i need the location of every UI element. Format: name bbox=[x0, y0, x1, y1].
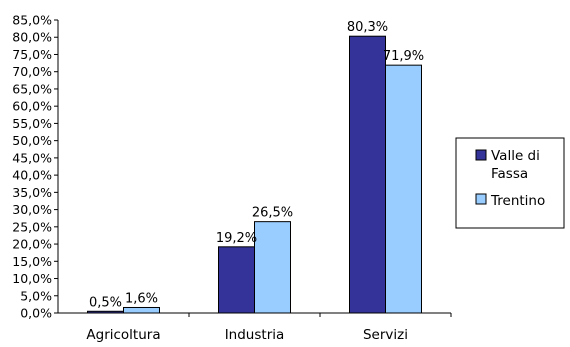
legend-label-trentino: Trentino bbox=[490, 193, 545, 209]
x-tick-label: Industria bbox=[225, 327, 285, 343]
legend-label-valle-line2: Fassa bbox=[491, 166, 528, 182]
bar bbox=[385, 64, 422, 314]
y-tick-label: 80,0% bbox=[12, 30, 52, 45]
y-tick-label: 15,0% bbox=[12, 254, 52, 269]
legend-swatch-trentino bbox=[475, 193, 487, 205]
y-tick-label: 5,0% bbox=[20, 288, 52, 303]
legend-box bbox=[455, 137, 565, 229]
bar bbox=[254, 221, 291, 314]
y-tick-label: 45,0% bbox=[12, 150, 52, 165]
data-label: 0,5% bbox=[89, 295, 122, 310]
x-tick-label: Servizi bbox=[363, 327, 408, 343]
bar bbox=[123, 306, 160, 314]
legend-label-valle-line1: Valle di bbox=[491, 148, 540, 164]
y-tick-label: 50,0% bbox=[12, 133, 52, 148]
y-tick-label: 35,0% bbox=[12, 185, 52, 200]
bar bbox=[349, 35, 386, 314]
y-tick-label: 10,0% bbox=[12, 271, 52, 286]
y-tick-label: 25,0% bbox=[12, 219, 52, 234]
data-label: 26,5% bbox=[252, 206, 293, 221]
bars bbox=[87, 35, 422, 314]
y-tick-label: 55,0% bbox=[12, 116, 52, 131]
y-axis-ticks: 0,0% 5,0% 10,0% 15,0% 20,0% 25,0% 30,0% 35,0% 40… bbox=[12, 13, 58, 321]
x-tick-label: Agricoltura bbox=[86, 327, 160, 343]
legend: Valle di Fassa Trentino bbox=[455, 137, 565, 229]
bar bbox=[218, 246, 255, 314]
y-tick-label: 20,0% bbox=[12, 237, 52, 252]
legend-swatch-valle-di-fassa bbox=[475, 149, 487, 161]
y-tick-label: 70,0% bbox=[12, 64, 52, 79]
data-label: 80,3% bbox=[347, 20, 388, 35]
y-tick-label: 85,0% bbox=[12, 13, 52, 28]
data-labels: 0,5% 1,6% 19,2% 26,5% 80,3% 71,9% bbox=[89, 20, 424, 310]
data-label: 19,2% bbox=[216, 231, 257, 246]
y-tick-label: 0,0% bbox=[20, 306, 52, 321]
data-label: 1,6% bbox=[125, 291, 158, 306]
x-axis-ticks: Agricoltura Industria Servizi bbox=[86, 313, 452, 343]
y-tick-label: 60,0% bbox=[12, 99, 52, 114]
data-label: 71,9% bbox=[383, 49, 424, 64]
y-tick-label: 40,0% bbox=[12, 168, 52, 183]
y-tick-label: 75,0% bbox=[12, 47, 52, 62]
y-tick-label: 30,0% bbox=[12, 202, 52, 217]
y-tick-label: 65,0% bbox=[12, 81, 52, 96]
